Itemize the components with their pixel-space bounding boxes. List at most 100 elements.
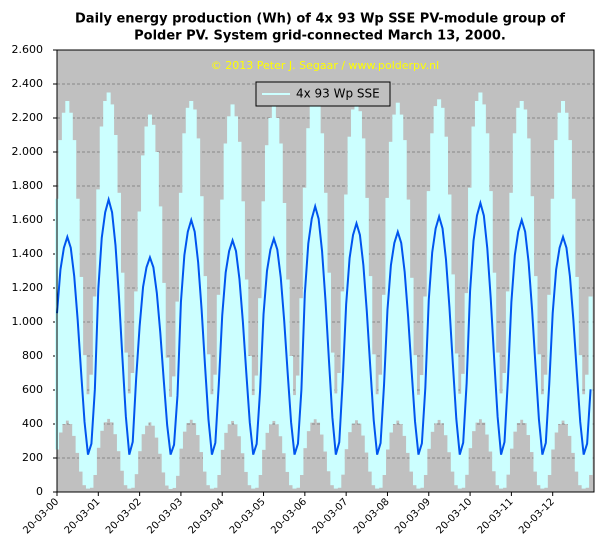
daily-range [485, 133, 490, 435]
daily-range [251, 395, 256, 489]
daily-range [320, 133, 325, 435]
daily-range [457, 393, 462, 489]
daily-range [478, 92, 483, 420]
daily-range [468, 187, 473, 449]
daily-range [395, 102, 400, 421]
daily-range [268, 118, 273, 425]
daily-range [581, 394, 586, 489]
daily-range [512, 133, 517, 432]
y-tick-label: 400 [22, 417, 43, 430]
y-tick-label: 2.200 [12, 111, 44, 124]
daily-range [306, 128, 311, 432]
x-tick-label: 20-03-07 [311, 496, 351, 536]
daily-range [309, 101, 314, 423]
x-tick-label: 20-03-01 [63, 496, 103, 536]
daily-range [560, 101, 566, 421]
y-tick-label: 600 [22, 383, 43, 396]
daily-range [399, 114, 404, 424]
daily-range [233, 116, 239, 425]
daily-range [196, 138, 201, 436]
x-tick-label: 20-03-04 [187, 496, 227, 536]
daily-range [316, 104, 321, 423]
daily-range [106, 92, 111, 419]
daily-range [526, 138, 531, 436]
y-tick-label: 800 [22, 349, 43, 362]
daily-range [440, 107, 445, 424]
daily-range [471, 126, 476, 432]
y-tick-label: 1.200 [12, 281, 44, 294]
y-tick-label: 1.000 [12, 315, 44, 328]
x-tick-label: 20-03-02 [104, 496, 144, 536]
y-tick-label: 1.400 [12, 247, 44, 260]
subtitle: © 2013 Peter J. Segaar / www.polderpv.nl [211, 59, 439, 72]
legend-label: 4x 93 Wp SSE [296, 87, 380, 101]
y-tick-label: 0 [36, 485, 43, 498]
daily-range [519, 101, 524, 420]
chart-title: Daily energy production (Wh) of 4x 93 Wp… [75, 12, 565, 27]
daily-range [354, 101, 359, 421]
daily-range [347, 136, 352, 433]
daily-range [292, 395, 297, 489]
daily-range [189, 101, 194, 420]
daily-range [223, 143, 228, 433]
x-tick-label: 20-03-05 [228, 496, 268, 536]
daily-range [313, 94, 318, 420]
x-tick-label: 20-03-08 [352, 496, 392, 536]
x-tick-label: 20-03-12 [517, 496, 557, 536]
daily-range [85, 394, 91, 489]
daily-range [564, 112, 569, 424]
daily-range [516, 107, 521, 424]
daily-range [103, 101, 108, 423]
daily-range [275, 118, 280, 425]
daily-range [151, 124, 156, 426]
x-tick-label: 20-03-11 [476, 496, 516, 536]
daily-range [523, 109, 528, 424]
daily-range [474, 101, 479, 423]
y-tick-label: 2.000 [12, 145, 44, 158]
daily-range [333, 393, 338, 489]
daily-range [588, 296, 593, 475]
plot-border [56, 49, 595, 493]
x-tick-label: 20-03-10 [434, 496, 474, 536]
daily-range [168, 396, 173, 489]
daily-range [96, 189, 101, 448]
y-tick-label: 1.800 [12, 179, 44, 192]
daily-range [361, 138, 366, 436]
y-tick-label: 2.400 [12, 77, 44, 90]
x-tick-label: 20-03-06 [269, 496, 309, 536]
daily-range [65, 101, 70, 421]
daily-range [99, 126, 104, 431]
daily-range [388, 141, 393, 433]
daily-range [227, 116, 232, 425]
daily-range [488, 191, 493, 452]
daily-range [182, 133, 187, 432]
daily-range [392, 114, 397, 424]
daily-range [499, 393, 504, 489]
y-tick-label: 200 [22, 451, 43, 464]
daily-range [430, 133, 435, 432]
daily-range [375, 394, 380, 489]
daily-range [443, 136, 449, 436]
chart-title: Polder PV. System grid-connected March 1… [134, 29, 506, 44]
x-tick-label: 20-03-03 [145, 496, 185, 536]
daily-range [61, 112, 66, 424]
daily-range [68, 112, 73, 424]
daily-range [147, 114, 152, 423]
x-tick-label: 20-03-00 [21, 496, 61, 536]
daily-range [323, 192, 328, 452]
daily-range [416, 394, 421, 489]
daily-range [209, 394, 214, 489]
daily-range [557, 112, 562, 424]
smoothed-line [56, 195, 592, 455]
daily-range [110, 104, 115, 423]
daily-range [540, 394, 545, 489]
daily-range [351, 109, 356, 424]
daily-range [185, 107, 190, 424]
daily-range [554, 140, 559, 433]
daily-range [271, 106, 276, 421]
daily-range [230, 104, 235, 421]
daily-range [357, 111, 362, 424]
daily-range [437, 99, 442, 420]
daily-range [113, 135, 118, 435]
